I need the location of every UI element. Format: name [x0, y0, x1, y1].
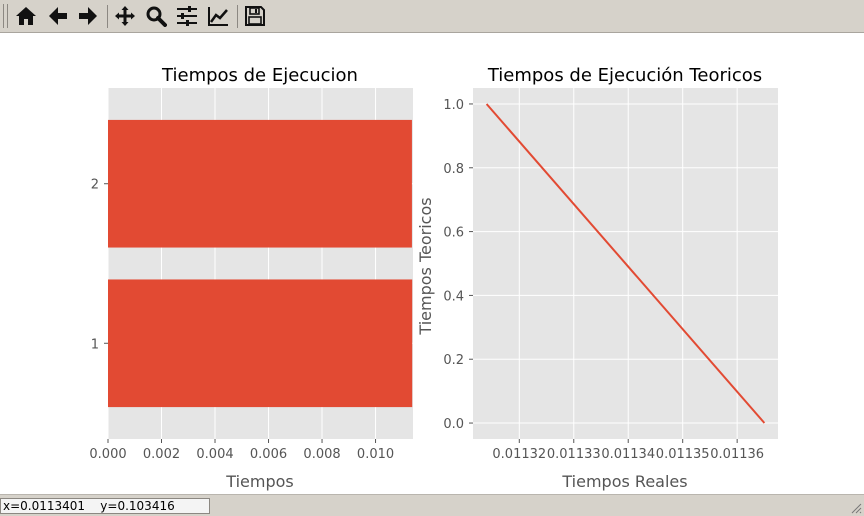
- right-axes: Tiempos de Ejecución Teoricos 0.01132 0.0…: [416, 65, 778, 491]
- x-tick-label: 0.008: [303, 447, 340, 462]
- line-chart-icon: [208, 7, 228, 26]
- bar: [108, 119, 412, 248]
- x-tick-label: 0.01134: [601, 447, 655, 462]
- y-tick-label: 0.4: [443, 289, 464, 304]
- y-tick-label: 2: [91, 178, 99, 193]
- toolbar-separator: [107, 5, 108, 28]
- y-tick-label: 1.0: [443, 98, 464, 113]
- y-tick-label: 0.2: [443, 353, 464, 368]
- left-chart-title: Tiempos de Ejecucion: [161, 65, 358, 86]
- edit-axes-button[interactable]: [205, 3, 231, 29]
- pan-button[interactable]: [112, 3, 138, 29]
- resize-grip-icon[interactable]: [850, 502, 862, 514]
- back-button[interactable]: [45, 3, 71, 29]
- right-x-axis-label: Tiempos Reales: [561, 472, 687, 491]
- arrow-left-icon: [49, 7, 67, 25]
- x-tick-label: 0.000: [89, 447, 126, 462]
- sliders-icon: [177, 6, 197, 26]
- y-tick-label: 0.8: [443, 162, 464, 177]
- y-tick-label: 0.0: [443, 417, 464, 432]
- x-tick-label: 0.004: [196, 447, 233, 462]
- x-tick-label: 0.002: [143, 447, 180, 462]
- home-button[interactable]: [13, 3, 39, 29]
- zoom-button[interactable]: [143, 3, 169, 29]
- x-tick-label: 0.006: [250, 447, 287, 462]
- x-tick-label: 0.010: [357, 447, 394, 462]
- y-tick-label: 0.6: [443, 226, 464, 241]
- x-tick-label: 0.01136: [710, 447, 764, 462]
- save-button[interactable]: [242, 3, 268, 29]
- left-axes: Tiempos de Ejecucion 0.000 0.002 0.004 0.00…: [89, 65, 413, 491]
- move-icon: [115, 6, 135, 26]
- status-bar: x=0.0113401 y=0.103416: [0, 494, 864, 516]
- bar: [108, 279, 413, 408]
- toolbar-grip[interactable]: [3, 4, 8, 28]
- x-tick-label: 0.01135: [656, 447, 710, 462]
- x-tick-label: 0.01132: [492, 447, 546, 462]
- home-icon: [16, 7, 36, 25]
- series-line: [485, 103, 766, 424]
- right-y-axis-label: Tiempos Teoricos: [416, 197, 435, 335]
- forward-button[interactable]: [75, 3, 101, 29]
- right-chart-title: Tiempos de Ejecución Teoricos: [487, 65, 762, 86]
- magnifier-icon: [146, 6, 167, 27]
- y-tick-label: 1: [91, 337, 99, 352]
- arrow-right-icon: [79, 7, 97, 25]
- toolbar-separator: [237, 5, 238, 28]
- toolbar: [0, 0, 864, 33]
- x-tick-label: 0.01133: [547, 447, 601, 462]
- figure: Tiempos de Ejecucion 0.000 0.002 0.004 0.00…: [89, 65, 778, 491]
- left-x-axis-label: Tiempos: [225, 472, 293, 491]
- subplots-button[interactable]: [174, 3, 200, 29]
- figure-canvas[interactable]: Tiempos de Ejecucion 0.000 0.002 0.004 0.00…: [0, 34, 864, 494]
- floppy-disk-icon: [245, 6, 265, 26]
- cursor-coordinates: x=0.0113401 y=0.103416: [0, 498, 210, 514]
